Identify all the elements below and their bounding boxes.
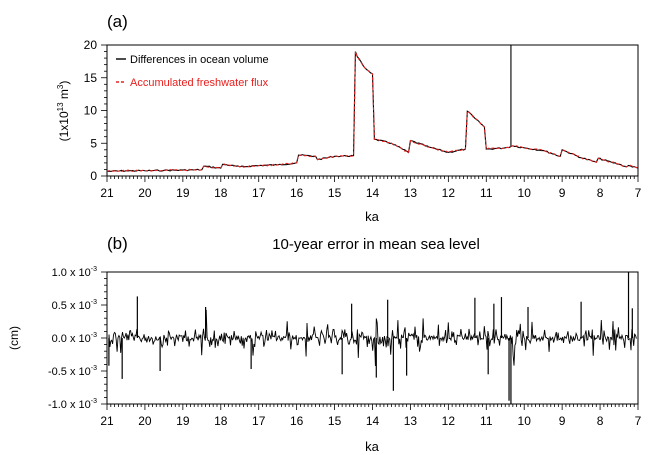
panel-b-x-tick-label: 18: [214, 414, 228, 428]
panel-b-x-tick-label: 16: [290, 414, 304, 428]
panel-a-x-tick-label: 15: [328, 186, 342, 200]
panel-a-y-ticks: 0 5 10 15 20: [84, 38, 107, 183]
panel-b-y-ticks: 1.0 x 10-30.5 x 10-30.0 x 10-3-0.5 x 10-…: [48, 266, 107, 411]
panel-b-y-tick-label: 0.0 x 10-3: [52, 332, 97, 345]
panel-a-x-tick-label: 21: [100, 186, 114, 200]
tick-exponent: -3: [91, 365, 97, 372]
panel-b-x-tick-label: 21: [100, 414, 114, 428]
panel-b-x-tick-label: 10: [518, 414, 532, 428]
panel-b-x-tick-label: 19: [176, 414, 190, 428]
tick-exponent: -3: [91, 332, 97, 339]
tick-mantissa: -0.5 x 10: [48, 366, 91, 378]
panel-a-y-tick-label: 0: [90, 169, 97, 183]
panel-b-series: [108, 272, 637, 404]
panel-a-y-tick-label: 15: [84, 71, 98, 85]
panel-a: (a) 0 5 10 15 20 21 20 19 18 17 16 15 14 13 12 11 10 9 8 7…: [56, 12, 642, 224]
panel-a-x-tick-label: 20: [138, 186, 152, 200]
panel-a-x-tick-label: 11: [480, 186, 493, 200]
panel-a-legend: Differences in ocean volume Accumulated …: [116, 54, 269, 89]
panel-b-x-tick-label: 17: [252, 414, 266, 428]
panel-b-label: (b): [107, 234, 128, 253]
panel-b-y-tick-label: 1.0 x 10-3: [52, 266, 97, 279]
panel-b-x-tick-label: 11: [480, 414, 493, 428]
panel-a-x-tick-label: 9: [559, 186, 566, 200]
tick-exponent: -3: [91, 398, 97, 405]
panel-b-x-tick-label: 20: [138, 414, 152, 428]
tick-exponent: -3: [91, 299, 97, 306]
panel-b-x-tick-label: 13: [404, 414, 418, 428]
panel-b-x-axis-label: ka: [365, 439, 380, 454]
panel-a-y-tick-label: 5: [90, 136, 97, 150]
series-line-freshwater-flux: [106, 51, 639, 173]
panel-b-x-tick-label: 15: [328, 414, 342, 428]
tick-mantissa: 0.5 x 10: [52, 300, 91, 312]
panel-a-x-tick-label: 19: [176, 186, 190, 200]
panel-a-y-tick-label: 10: [84, 104, 98, 118]
panel-b-x-ticks: 21 20 19 18 17 16 15 14 13 12 11 10 9 8 7: [100, 404, 642, 428]
panel-b-y-axis-label: (cm): [7, 326, 21, 350]
tick-mantissa: 1.0 x 10: [52, 267, 91, 279]
panel-a-label: (a): [107, 12, 128, 31]
panel-b-x-tick-label: 14: [366, 414, 380, 428]
panel-a-series: [106, 45, 639, 173]
panel-a-x-tick-label: 18: [214, 186, 228, 200]
panel-a-x-axis-label: ka: [365, 209, 380, 224]
panel-a-x-tick-label: 10: [518, 186, 532, 200]
legend-label-ocean-volume: Differences in ocean volume: [130, 54, 269, 66]
panel-a-x-ticks: 21 20 19 18 17 16 15 14 13 12 11 10 9 8 7: [100, 176, 642, 200]
series-line-sea-level-error: [108, 309, 637, 366]
panel-a-y-tick-label: 20: [84, 38, 98, 52]
tick-mantissa: 0.0 x 10: [52, 333, 91, 345]
panel-b-x-tick-label: 12: [442, 414, 456, 428]
panel-b-y-tick-label: -1.0 x 10-3: [48, 398, 97, 411]
panel-b-y-tick-label: 0.5 x 10-3: [52, 299, 97, 312]
panel-a-x-tick-label: 16: [290, 186, 304, 200]
panel-a-x-tick-label: 17: [252, 186, 266, 200]
panel-a-x-tick-label: 13: [404, 186, 418, 200]
panel-b-x-tick-label: 8: [597, 414, 604, 428]
panel-a-y-axis-label: (1x1013 m3): [56, 81, 71, 142]
panel-a-x-tick-label: 8: [597, 186, 604, 200]
tick-exponent: -3: [91, 266, 97, 273]
panel-a-x-tick-label: 7: [635, 186, 642, 200]
tick-mantissa: -1.0 x 10: [48, 399, 91, 411]
panel-a-x-tick-label: 12: [442, 186, 456, 200]
legend-label-freshwater-flux: Accumulated freshwater flux: [130, 77, 269, 89]
panel-b-x-tick-label: 9: [559, 414, 566, 428]
panel-b-x-tick-label: 7: [635, 414, 642, 428]
panel-a-x-tick-label: 14: [366, 186, 380, 200]
panel-b: (b) 10-year error in mean sea level 1.0 …: [7, 234, 642, 454]
panel-b-y-tick-label: -0.5 x 10-3: [48, 365, 97, 378]
panel-b-title: 10-year error in mean sea level: [272, 236, 480, 253]
